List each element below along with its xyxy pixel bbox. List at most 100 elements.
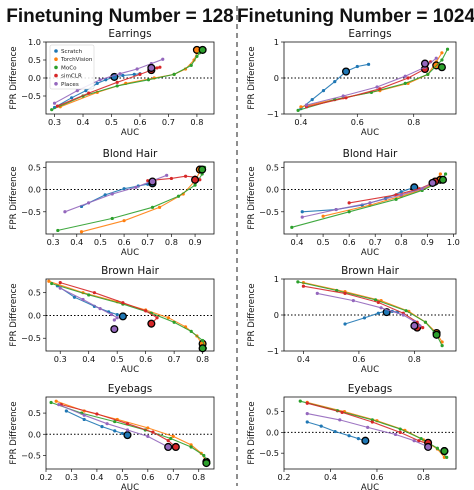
data-point [378,87,382,91]
data-point [304,103,309,107]
data-point [373,298,378,302]
x-tick-label: 0.2 [277,472,290,482]
y-tick-label: 0.5 [28,162,41,172]
data-point [155,66,159,70]
y-tick-label: −0.5 [21,207,41,217]
data-point [366,425,370,429]
data-point [305,401,309,405]
data-point [321,89,326,93]
data-point [340,410,344,414]
data-point [366,62,371,66]
y-tick-label: −0.5 [21,91,41,101]
series-scratch [64,409,132,440]
legend-marker [54,73,58,78]
y-tick-label: −0.5 [259,207,279,217]
data-point [87,293,91,297]
series-places [300,178,437,219]
legend: Scratch TorchVision MoCo simCLR Places [49,44,95,90]
data-point [132,72,136,76]
highlight-point [191,175,200,184]
data-point [356,437,360,441]
series-places [58,286,119,334]
data-point [86,201,91,205]
legend-entry: TorchVision [60,57,93,63]
data-point [87,91,91,95]
y-axis-label: FPR Difference [9,283,19,346]
data-point [375,85,379,89]
y-tick-label: 0.0 [266,185,279,195]
y-tick-label: −0.5 [21,333,41,343]
data-point [347,210,351,214]
data-point [125,422,130,426]
y-tick-label: 0 [274,73,279,83]
data-point [440,58,444,62]
x-axis-label: AUC [361,128,379,138]
data-point [435,446,440,450]
series-line [61,404,177,448]
x-tick-label: 0.9 [189,237,202,247]
y-axis-label: FPR Difference [9,46,19,109]
data-point [146,426,150,430]
data-point [155,316,159,320]
data-point [305,420,309,424]
data-point [121,301,125,305]
series-moco [50,281,208,353]
y-tick-label: 0.0 [266,427,279,437]
highlight-point [198,165,207,174]
data-point [105,422,109,426]
series-moco [56,165,207,233]
data-point [347,434,351,438]
data-point [370,420,374,424]
x-tick-label: 0.8 [196,354,209,364]
highlight-point [164,442,173,452]
data-point [176,194,181,198]
y-axis-label: FPR Difference [247,401,257,464]
x-tick-label: 0.4 [291,237,304,247]
data-point [50,281,54,286]
data-point [64,409,68,413]
chart-title: Eyebags [348,383,393,395]
chart-panel-6: Brown Hair 0.4 0.6 0.8 −1 0 1 AUC FPR Difference [247,265,457,375]
y-tick-label: 0.0 [28,185,41,195]
data-point [300,215,304,219]
data-point [321,214,325,218]
highlight-point [198,45,207,54]
data-point [103,193,107,197]
x-tick-label: 0.6 [139,354,152,364]
chart-title: Blond Hair [343,148,398,160]
highlight-point [110,325,119,334]
data-point [351,299,355,303]
series-moco [296,280,444,348]
highlight-point [147,63,156,72]
data-point [161,57,165,61]
data-point [144,309,148,313]
y-axis-label: FPR Difference [247,166,257,229]
x-axis-label: AUC [121,365,139,375]
data-point [376,300,380,304]
data-point [52,101,57,105]
data-point [347,201,351,205]
data-point [403,74,407,78]
data-point [169,436,173,441]
x-tick-label: 0.9 [421,237,434,247]
data-point [399,193,403,197]
x-tick-label: 0.6 [352,354,365,364]
chart-title: Earrings [348,28,391,40]
chart-panel-7: Eyebags 0.2 0.4 0.6 0.8 −0.5 0.0 0.5 AUC FPR Diff… [247,383,457,490]
data-point [49,400,53,405]
chart-title: Eyebags [108,383,153,395]
x-tick-label: 0.3 [47,237,60,247]
series-line [50,401,210,464]
plot-frame [283,161,457,235]
series-line [302,182,433,218]
x-tick-label: 0.8 [190,117,203,127]
data-point [157,205,162,209]
data-point [399,190,403,194]
highlight-point [202,459,211,468]
panels-group: Earrings 0.3 0.4 0.5 0.6 0.7 0.8 −0.5 0.0 0.5 1.0 A… [9,28,460,490]
y-tick-label: 0 [274,310,279,320]
data-point [438,172,442,176]
data-point [202,453,206,458]
data-point [398,430,402,434]
